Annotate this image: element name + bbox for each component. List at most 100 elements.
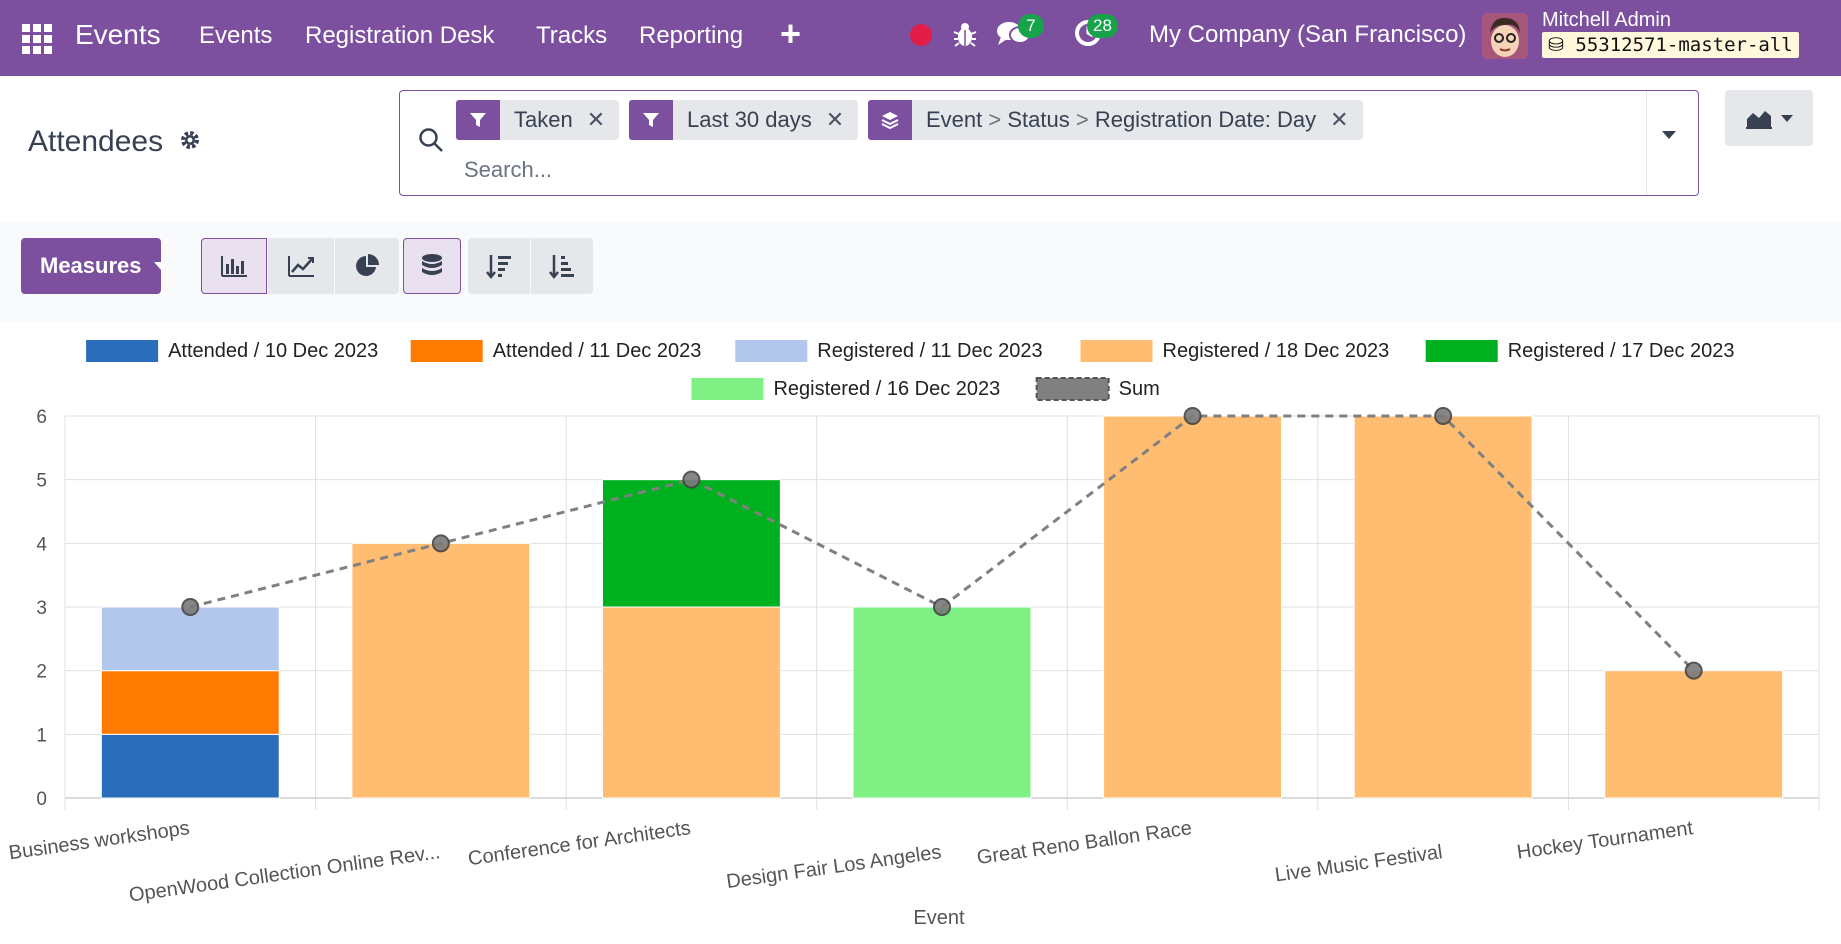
legend-label: Registered / 11 Dec 2023 <box>817 340 1042 362</box>
sum-point <box>181 598 200 616</box>
sort-descending-icon <box>486 255 511 279</box>
stacked-toggle-button[interactable] <box>403 238 461 294</box>
user-avatar[interactable] <box>1482 13 1528 59</box>
control-panel: Attendees Taken ✕ Last 30 days ✕ Event >… <box>0 76 1841 223</box>
bar-segment <box>1604 670 1784 799</box>
graph-toolbar: Measures <box>0 222 1841 322</box>
legend-item: Attended / 11 Dec 2023 <box>410 340 702 362</box>
database-icon: ⛁ <box>1548 34 1564 56</box>
groupby-registration-date: Registration Date: Day <box>1094 107 1317 132</box>
y-tick-label: 0 <box>36 789 47 810</box>
nav-reporting[interactable]: Reporting <box>639 22 744 49</box>
nav-events[interactable]: Events <box>199 22 273 49</box>
activities-icon[interactable]: 28 <box>1073 14 1118 53</box>
pie-chart-button[interactable] <box>335 238 399 294</box>
close-icon[interactable]: ✕ <box>825 107 845 132</box>
legend-item: Registered / 18 Dec 2023 <box>1080 340 1390 362</box>
filter-facet-taken[interactable]: Taken ✕ <box>456 100 620 140</box>
legend-swatch <box>735 340 808 362</box>
filter-facet-last-30-days[interactable]: Last 30 days ✕ <box>629 100 859 140</box>
user-name[interactable]: Mitchell Admin <box>1542 9 1671 31</box>
legend-swatch <box>410 340 483 362</box>
measures-button[interactable]: Measures <box>21 238 168 294</box>
x-tick-label: OpenWood Collection Online Rev... <box>128 841 442 906</box>
stacked-bar-chart: Attended / 10 Dec 2023 Attended / 11 Dec … <box>7 340 1820 929</box>
messages-badge: 7 <box>1018 14 1044 38</box>
groupby-status: Status <box>1007 107 1070 132</box>
x-axis-title: Event <box>913 907 965 929</box>
gear-icon[interactable] <box>178 128 202 159</box>
sum-point <box>1183 407 1202 425</box>
pie-chart-icon <box>356 254 379 276</box>
facet-label: Taken <box>514 107 573 132</box>
bar-segment <box>351 542 531 799</box>
layers-icon <box>868 100 912 140</box>
legend-item: Registered / 17 Dec 2023 <box>1425 340 1735 362</box>
y-tick-label: 2 <box>36 662 47 683</box>
legend-label: Sum <box>1119 378 1160 400</box>
facet-label: Last 30 days <box>687 107 812 132</box>
chevron-down-icon <box>1781 114 1793 122</box>
close-icon[interactable]: ✕ <box>586 107 606 132</box>
bar-segment <box>100 670 280 735</box>
bar-chart-button[interactable] <box>201 238 267 294</box>
legend-item: Registered / 11 Dec 2023 <box>735 340 1043 362</box>
area-chart-icon <box>1746 111 1772 129</box>
groupby-facet[interactable]: Event > Status > Registration Date: Day … <box>868 100 1363 140</box>
bar-segment <box>1353 415 1533 799</box>
search-options-toggle[interactable] <box>1662 131 1676 139</box>
legend-label: Registered / 16 Dec 2023 <box>773 378 1000 400</box>
legend-label: Attended / 10 Dec 2023 <box>168 340 378 362</box>
nav-tracks[interactable]: Tracks <box>536 22 608 49</box>
graph-view-switcher[interactable] <box>1725 90 1813 146</box>
sort-ascending-icon <box>549 255 574 279</box>
company-switcher[interactable]: My Company (San Francisco) <box>1149 21 1467 48</box>
line-chart-button[interactable] <box>268 238 334 294</box>
sort-ascending-button[interactable] <box>531 238 593 294</box>
y-tick-label: 1 <box>36 725 47 746</box>
search-divider <box>1646 91 1647 195</box>
debug-icon[interactable] <box>952 20 978 55</box>
bar-segment <box>100 606 280 672</box>
search-input[interactable] <box>462 151 1466 189</box>
stacked-icon <box>422 254 442 275</box>
graph-area: Attended / 10 Dec 2023 Attended / 11 Dec … <box>0 322 1841 939</box>
y-tick-label: 3 <box>36 598 47 619</box>
bar-segment <box>852 606 1032 799</box>
legend-label: Attended / 11 Dec 2023 <box>493 340 702 362</box>
activities-badge: 28 <box>1087 14 1118 38</box>
groupby-separator: > <box>1075 107 1095 132</box>
chevron-down-icon <box>153 262 168 270</box>
messages-icon[interactable]: 7 <box>996 14 1044 53</box>
search-panel[interactable]: Taken ✕ Last 30 days ✕ Event > Status > … <box>399 90 1699 196</box>
y-tick-label: 4 <box>36 534 47 555</box>
filter-icon <box>456 100 500 140</box>
top-navbar: Events Events Registration Desk Tracks R… <box>0 0 1841 76</box>
legend-item: Registered / 16 Dec 2023 <box>691 378 1000 400</box>
apps-menu-icon[interactable] <box>22 24 54 54</box>
sum-point <box>682 470 701 489</box>
legend-swatch <box>1035 377 1110 401</box>
sum-point <box>1684 661 1703 680</box>
legend-swatch <box>691 378 764 400</box>
x-tick-label: Design Fair Los Angeles <box>725 841 943 893</box>
bar-segment <box>100 733 280 799</box>
legend-item: Sum <box>1035 377 1160 401</box>
plus-icon[interactable]: + <box>780 13 802 54</box>
close-icon[interactable]: ✕ <box>1330 107 1349 132</box>
y-tick-label: 6 <box>36 407 47 428</box>
x-tick-label: Live Music Festival <box>1273 841 1443 886</box>
search-icon[interactable] <box>418 127 444 158</box>
legend-label: Registered / 18 Dec 2023 <box>1163 340 1390 362</box>
nav-registration-desk[interactable]: Registration Desk <box>305 22 495 49</box>
record-icon[interactable] <box>910 24 932 46</box>
sum-point <box>933 598 951 616</box>
database-name: ⛁ 55312571-master-all <box>1542 32 1799 58</box>
sum-point <box>1434 407 1453 425</box>
filter-icon <box>629 100 673 140</box>
app-name[interactable]: Events <box>75 19 161 50</box>
sum-point <box>431 534 450 553</box>
legend-swatch <box>86 340 159 362</box>
sort-descending-button[interactable] <box>468 238 530 294</box>
y-tick-label: 5 <box>36 471 47 492</box>
